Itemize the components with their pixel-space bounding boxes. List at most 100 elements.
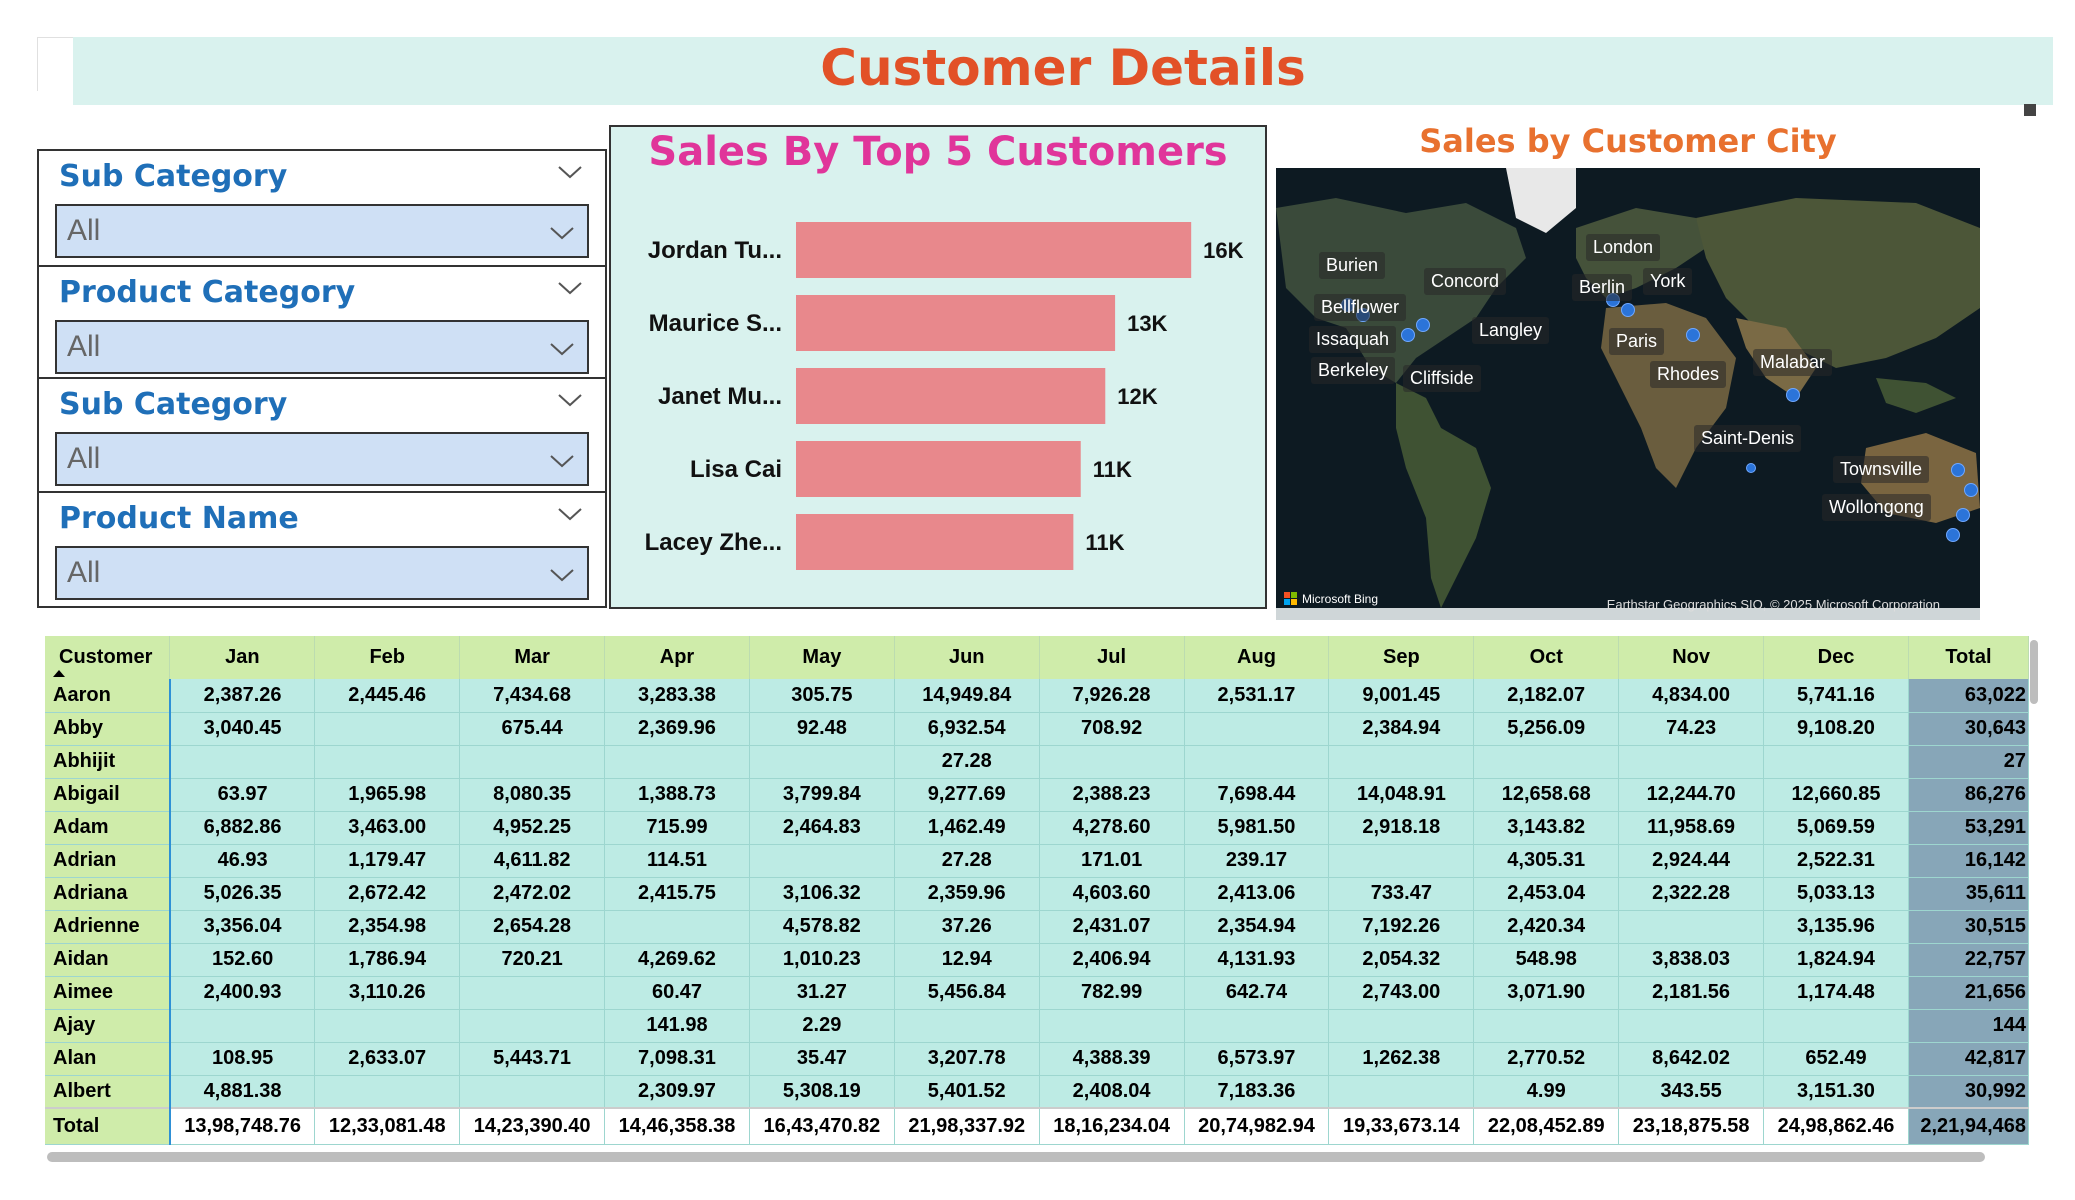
column-header-total[interactable]: Total — [1908, 636, 2029, 679]
table-cell: 2,743.00 — [1328, 976, 1475, 1010]
column-total-cell: 16,43,470.82 — [749, 1107, 895, 1145]
slicer-value: All — [67, 556, 101, 589]
table-row[interactable]: Aimee 2,400.93 3,110.26 60.47 31.27 5,456.84 7… — [45, 976, 2029, 1010]
slicer-product-category[interactable]: Product Category All — [37, 265, 607, 379]
bar-chart-canvas: Jordan Tu... 16K Maurice S... 13K Janet Mu..… — [645, 222, 1244, 570]
chevron-down-icon[interactable] — [555, 273, 585, 303]
horizontal-scrollbar[interactable] — [47, 1152, 1985, 1162]
table-cell: 3,143.82 — [1473, 811, 1620, 845]
row-total-cell: 21,656 — [1908, 976, 2029, 1010]
map-data-point[interactable] — [1946, 528, 1960, 542]
table-row[interactable]: Abby 3,040.45 675.44 2,369.96 92.48 6,932.54 7… — [45, 712, 2029, 746]
table-cell: 6,573.97 — [1184, 1042, 1330, 1076]
bar[interactable] — [796, 514, 1074, 570]
table-cell — [1328, 745, 1475, 779]
map-sales-by-city[interactable]: Burien Concord Bellflower Issaquah Berke… — [1276, 168, 1980, 620]
map-data-point[interactable] — [1964, 483, 1978, 497]
table-row[interactable]: Ajay 141.98 2.29 144 — [45, 1009, 2029, 1043]
column-header-sep[interactable]: Sep — [1328, 636, 1475, 679]
column-header-customer[interactable]: Customer — [45, 636, 171, 679]
map-data-point[interactable] — [1416, 318, 1430, 332]
map-label-burien: Burien — [1319, 252, 1386, 279]
map-title: Sales by Customer City — [1419, 122, 1837, 160]
map-label-malabar: Malabar — [1753, 349, 1833, 376]
table-row[interactable]: Adriana 5,026.35 2,672.42 2,472.02 2,415.75 3… — [45, 877, 2029, 911]
column-header-jun[interactable]: Jun — [894, 636, 1040, 679]
bar[interactable] — [796, 295, 1116, 351]
map-data-point[interactable] — [1951, 463, 1965, 477]
table-row[interactable]: Adam 6,882.86 3,463.00 4,952.25 715.99 2,464.… — [45, 811, 2029, 845]
column-header-feb[interactable]: Feb — [314, 636, 461, 679]
column-header-jan[interactable]: Jan — [169, 636, 316, 679]
table-row[interactable]: Alan 108.95 2,633.07 5,443.71 7,098.31 35.47 3… — [45, 1042, 2029, 1076]
chevron-down-icon[interactable] — [555, 499, 585, 529]
row-header-customer: Abigail — [45, 778, 171, 812]
table-cell — [1039, 1009, 1185, 1043]
column-header-nov[interactable]: Nov — [1618, 636, 1765, 679]
table-cell: 2,672.42 — [314, 877, 461, 911]
table-cell: 2,406.94 — [1039, 943, 1185, 977]
slicer-dropdown[interactable]: All — [55, 320, 589, 374]
column-header-dec[interactable]: Dec — [1763, 636, 1909, 679]
map-data-point[interactable] — [1621, 303, 1635, 317]
bar[interactable] — [796, 222, 1192, 278]
table-cell: 2,388.23 — [1039, 778, 1185, 812]
map-label-rhodes: Rhodes — [1650, 361, 1727, 388]
map-data-point[interactable] — [1956, 508, 1970, 522]
table-row[interactable]: Albert 4,881.38 2,309.97 5,308.19 5,401.52 2,… — [45, 1075, 2029, 1109]
table-row[interactable]: Aaron 2,387.26 2,445.46 7,434.68 3,283.38 305… — [45, 679, 2029, 713]
map-data-point[interactable] — [1686, 328, 1700, 342]
slicer-dropdown[interactable]: All — [55, 204, 589, 258]
data-label: 12K — [1117, 384, 1157, 409]
table-row[interactable]: Adrienne 3,356.04 2,354.98 2,654.28 4,578.82… — [45, 910, 2029, 944]
column-header-aug[interactable]: Aug — [1184, 636, 1330, 679]
vertical-scrollbar[interactable] — [2030, 640, 2038, 704]
chevron-down-icon[interactable] — [555, 385, 585, 415]
map-data-point[interactable] — [1746, 463, 1756, 473]
data-label: 11K — [1093, 457, 1132, 482]
column-header-oct[interactable]: Oct — [1473, 636, 1620, 679]
map-label-berlin: Berlin — [1572, 274, 1633, 301]
slicer-sub-category-2[interactable]: Sub Category All — [37, 377, 607, 493]
table-cell: 305.75 — [749, 679, 895, 713]
focus-mode-handle[interactable] — [2024, 104, 2036, 116]
slicer-dropdown[interactable]: All — [55, 546, 589, 600]
slicer-product-name[interactable]: Product Name All — [37, 491, 607, 608]
table-row[interactable]: Abhijit 27.28 27 — [45, 745, 2029, 779]
table-cell: 2,918.18 — [1328, 811, 1475, 845]
column-header-mar[interactable]: Mar — [459, 636, 606, 679]
table-cell: 2,522.31 — [1763, 844, 1909, 878]
table-cell: 733.47 — [1328, 877, 1475, 911]
table-cell: 782.99 — [1039, 976, 1185, 1010]
customer-matrix-table[interactable]: Customer Jan Feb Mar Apr May Jun Jul Aug Sep Oct No… — [45, 636, 2029, 1148]
sort-ascending-icon[interactable] — [53, 670, 65, 677]
table-cell: 3,207.78 — [894, 1042, 1040, 1076]
table-cell: 2,400.93 — [169, 976, 316, 1010]
table-cell — [1184, 712, 1330, 746]
row-total-cell: 16,142 — [1908, 844, 2029, 878]
table-cell — [1763, 1009, 1909, 1043]
table-cell: 675.44 — [459, 712, 606, 746]
chevron-down-icon — [550, 455, 574, 468]
bar-chart-top-customers[interactable]: Jordan Tu... 16K Maurice S... 13K Janet Mu..… — [609, 125, 1267, 609]
column-header-apr[interactable]: Apr — [604, 636, 750, 679]
table-row[interactable]: Abigail 63.97 1,965.98 8,080.35 1,388.73 3,79… — [45, 778, 2029, 812]
table-cell: 4.99 — [1473, 1075, 1620, 1109]
chevron-down-icon[interactable] — [555, 157, 585, 187]
slicer-sub-category[interactable]: Sub Category All — [37, 149, 607, 267]
table-cell: 5,308.19 — [749, 1075, 895, 1109]
table-row[interactable]: Adrian 46.93 1,179.47 4,611.82 114.51 27.28 17… — [45, 844, 2029, 878]
bar[interactable] — [796, 368, 1106, 424]
table-cell — [169, 745, 316, 779]
column-header-jul[interactable]: Jul — [1039, 636, 1185, 679]
slicer-dropdown[interactable]: All — [55, 432, 589, 486]
map-data-point[interactable] — [1786, 388, 1800, 402]
table-cell: 2,322.28 — [1618, 877, 1765, 911]
bar[interactable] — [796, 441, 1081, 497]
row-total-cell: 86,276 — [1908, 778, 2029, 812]
column-header-may[interactable]: May — [749, 636, 895, 679]
table-row[interactable]: Aidan 152.60 1,786.94 720.21 4,269.62 1,010.2… — [45, 943, 2029, 977]
map-data-point[interactable] — [1401, 328, 1415, 342]
table-cell: 343.55 — [1618, 1075, 1765, 1109]
table-cell — [314, 1009, 461, 1043]
